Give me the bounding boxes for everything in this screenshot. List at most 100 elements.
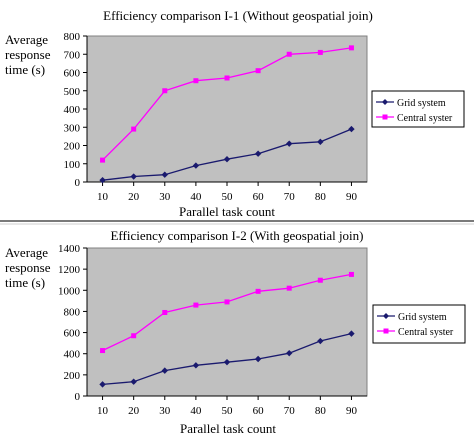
data-point (348, 125, 355, 133)
data-point (317, 138, 324, 146)
legend-label: Grid system (398, 312, 447, 323)
legend-swatch-marker (382, 99, 388, 105)
data-point (192, 162, 200, 169)
data-point (193, 78, 199, 84)
x-tick-label: 50 (222, 191, 234, 203)
legend-box (371, 90, 465, 128)
y-tick-label: 800 (64, 306, 81, 318)
y-axis-label-line: Average (5, 32, 48, 47)
chart-title: Efficiency comparison I-2 (With geospati… (110, 228, 363, 243)
x-tick-label: 60 (253, 191, 265, 203)
x-axis-label: Parallel task count (179, 204, 275, 219)
y-tick-label: 600 (64, 68, 81, 80)
x-tick-label: 70 (284, 191, 296, 203)
data-point (192, 362, 200, 369)
data-point (100, 157, 106, 163)
data-point (193, 302, 199, 308)
plot-area (86, 247, 368, 397)
data-point (131, 126, 137, 132)
legend-label: Grid system (397, 98, 446, 109)
legend: Grid system Central syster (371, 90, 465, 128)
legend-label: Central syster (398, 327, 454, 338)
x-tick-label: 10 (97, 405, 109, 417)
data-point (224, 75, 230, 81)
y-axis-label-line: response (5, 47, 51, 62)
x-tick-label: 10 (97, 191, 109, 203)
y-tick-label: 600 (64, 328, 81, 340)
data-point (317, 337, 324, 345)
data-point (162, 309, 168, 315)
data-point (286, 51, 292, 57)
x-tick-label: 30 (159, 405, 171, 417)
data-point (286, 140, 293, 147)
data-point (99, 176, 106, 184)
series-grid-system (99, 330, 355, 388)
data-point (99, 381, 106, 388)
y-tick-label: 300 (64, 122, 81, 134)
y-tick-label: 0 (75, 391, 81, 403)
x-tick-label: 90 (346, 191, 358, 203)
data-point (348, 271, 354, 277)
y-tick-label: 400 (64, 104, 81, 116)
y-axis-label-line: Average (5, 245, 48, 260)
charts: Efficiency comparison I-1 (Without geosp… (5, 8, 466, 436)
y-tick-label: 500 (64, 86, 81, 98)
y-tick-label: 200 (64, 370, 81, 382)
data-point (130, 378, 137, 385)
legend-label: Central syster (397, 113, 453, 124)
data-point (223, 358, 231, 366)
x-tick-label: 70 (284, 405, 296, 417)
y-axis-label-line: response (5, 260, 51, 275)
data-point (162, 88, 168, 94)
x-tick-label: 80 (315, 405, 327, 417)
data-point (161, 171, 168, 178)
data-point (254, 150, 262, 157)
data-point (130, 173, 137, 180)
x-tick-label: 50 (222, 405, 234, 417)
y-tick-label: 0 (75, 177, 81, 189)
chart-title: Efficiency comparison I-1 (Without geosp… (103, 8, 373, 23)
y-tick-label: 400 (64, 349, 81, 361)
legend-swatch-marker (383, 313, 389, 319)
data-point (255, 288, 261, 294)
data-point (286, 285, 292, 291)
x-tick-label: 60 (253, 405, 265, 417)
legend-swatch-marker (382, 114, 388, 120)
x-tick-label: 40 (190, 191, 202, 203)
data-point (224, 299, 230, 305)
x-tick-label: 30 (159, 191, 171, 203)
data-point (254, 355, 262, 363)
data-point (348, 45, 354, 51)
x-tick-label: 20 (128, 405, 140, 417)
legend: Grid system Central syster (372, 304, 466, 344)
data-point (223, 155, 231, 163)
x-axis-label: Parallel task count (180, 421, 276, 436)
data-point (317, 277, 323, 283)
legend-swatch-marker (383, 328, 389, 334)
y-tick-label: 100 (64, 159, 81, 171)
y-axis-label-line: time (s) (5, 275, 45, 290)
data-point (131, 333, 137, 339)
series-grid-system (99, 125, 355, 184)
y-tick-label: 200 (64, 141, 81, 153)
y-tick-label: 1400 (58, 243, 81, 255)
data-point (317, 49, 323, 55)
x-tick-label: 40 (190, 405, 202, 417)
chart-1: Efficiency comparison I-1 (Without geosp… (5, 8, 465, 219)
x-tick-label: 20 (128, 191, 140, 203)
x-tick-label: 80 (315, 191, 327, 203)
legend-box (372, 304, 466, 344)
y-axis-label-line: time (s) (5, 62, 45, 77)
x-tick-label: 90 (346, 405, 358, 417)
data-point (161, 367, 168, 374)
y-tick-label: 1200 (58, 264, 81, 276)
series-central-system (100, 45, 354, 163)
y-tick-label: 700 (64, 49, 81, 61)
data-point (255, 68, 261, 74)
data-point (348, 330, 355, 337)
chart-2: Efficiency comparison I-2 (With geospati… (5, 228, 466, 436)
series-central-system (100, 271, 354, 354)
data-point (286, 349, 293, 357)
y-tick-label: 1000 (58, 285, 81, 297)
